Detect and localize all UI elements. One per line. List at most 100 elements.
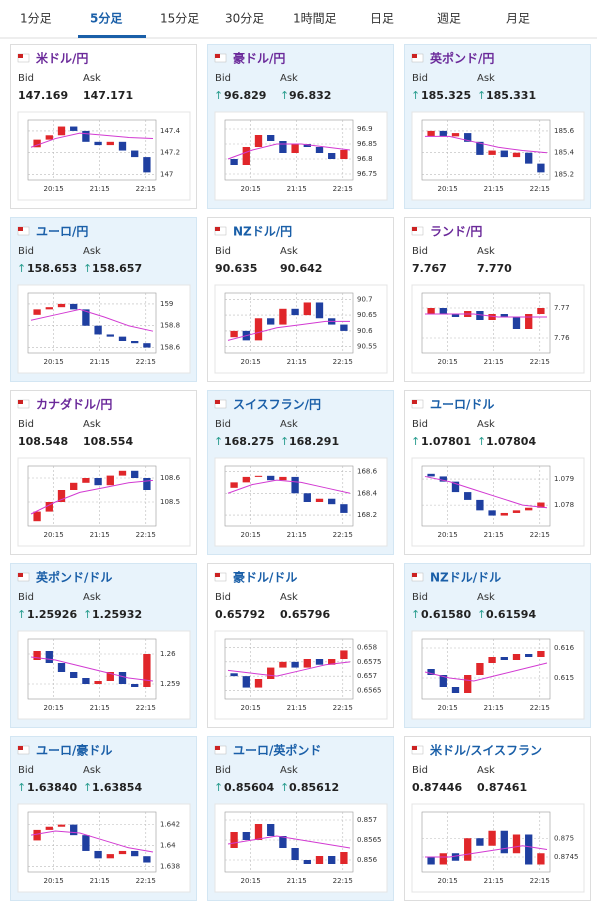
candle-body	[439, 130, 447, 137]
ask-value: 7.770	[477, 262, 512, 275]
ask-value: 158.657	[92, 262, 142, 275]
plot-frame	[27, 465, 157, 527]
pair-title[interactable]: 米ドル/スイスフラン	[430, 743, 542, 758]
candle-body	[328, 659, 336, 665]
candle-body	[328, 856, 336, 864]
bid-value: 0.85604	[224, 781, 274, 794]
candle-body	[106, 141, 114, 146]
tab[interactable]: 5分足	[90, 11, 122, 26]
flag	[412, 54, 417, 58]
ask-value: 0.61594	[486, 608, 536, 621]
plot-frame	[421, 292, 551, 354]
candle-body	[315, 498, 324, 502]
y-tick-label: 159	[160, 300, 173, 308]
plot-frame	[224, 465, 354, 527]
candle-body	[451, 481, 460, 493]
ask-label: Ask	[280, 246, 298, 257]
candle-body	[464, 838, 472, 861]
candle-body	[427, 473, 435, 477]
tab[interactable]: 1時間足	[293, 12, 337, 26]
x-tick-label: 21:15	[90, 358, 110, 366]
chart-box	[17, 284, 191, 374]
candle-body	[500, 657, 508, 660]
candle-body	[33, 511, 41, 522]
pair-title[interactable]: ランド/円	[430, 225, 482, 239]
pair-title[interactable]: NZドル/円	[233, 225, 292, 239]
bid-label: Bid	[18, 246, 34, 257]
bid-value: 185.325	[421, 89, 471, 102]
tab[interactable]: 月足	[506, 12, 530, 26]
tab[interactable]: 日足	[370, 12, 394, 26]
y-tick-label: 185.6	[554, 127, 575, 135]
flag	[18, 54, 23, 58]
x-tick-label: 20:15	[438, 531, 458, 539]
plot-frame	[27, 638, 157, 700]
tab[interactable]: 30分足	[225, 12, 264, 26]
y-tick-label: 90.7	[357, 295, 373, 303]
flag	[215, 573, 220, 577]
tab[interactable]: 週足	[437, 12, 461, 26]
ask-label: Ask	[280, 73, 298, 84]
bid-label: Bid	[412, 419, 428, 430]
tab[interactable]: 1分足	[20, 12, 52, 26]
candle-body	[70, 482, 78, 490]
candle-body	[451, 853, 460, 861]
candle-body	[525, 152, 533, 164]
candle-body	[500, 150, 508, 158]
pair-title[interactable]: NZドル/ドル	[430, 571, 501, 585]
chart-box	[17, 803, 191, 893]
y-tick-label: 0.6575	[357, 658, 382, 666]
pair-title[interactable]: 米ドル/円	[36, 51, 88, 66]
pair-title[interactable]: ユーロ/英ポンド	[233, 743, 321, 758]
pair-title[interactable]: ユーロ/円	[36, 225, 88, 239]
y-tick-label: 96.9	[357, 125, 373, 133]
candle-body	[303, 302, 311, 316]
pair-title[interactable]: 英ポンド/ドル	[36, 570, 112, 585]
candle-body	[340, 852, 348, 864]
pair-title[interactable]: ユーロ/ドル	[430, 398, 494, 412]
candle-body	[267, 318, 275, 325]
x-tick-label: 20:15	[44, 358, 64, 366]
x-tick-label: 22:15	[530, 358, 550, 366]
candle-body	[291, 308, 299, 316]
flag	[215, 746, 220, 750]
pair-title[interactable]: 豪ドル/ドル	[233, 570, 297, 585]
x-tick-label: 20:15	[241, 185, 261, 193]
candle-body	[279, 141, 287, 153]
candle-body	[267, 135, 275, 141]
y-tick-label: 96.75	[357, 170, 377, 178]
pair-title[interactable]: スイスフラン/円	[233, 398, 321, 412]
x-tick-label: 22:15	[333, 185, 353, 193]
candle-body	[57, 824, 66, 827]
moving-average	[227, 661, 351, 677]
tab[interactable]: 15分足	[160, 12, 199, 26]
ask-value: 90.642	[280, 262, 322, 275]
candle-body	[230, 330, 238, 338]
candle-body	[315, 302, 324, 319]
candle-body	[488, 510, 496, 516]
candle-body	[537, 163, 545, 173]
pair-title[interactable]: 豪ドル/円	[233, 51, 285, 66]
y-tick-label: 90.6	[357, 327, 373, 335]
y-tick-label: 0.615	[554, 674, 574, 682]
pair-title[interactable]: カナダドル/円	[36, 397, 112, 412]
pair-title[interactable]: 英ポンド/円	[430, 51, 494, 66]
pair-title[interactable]: ユーロ/豪ドル	[36, 743, 112, 758]
candle-body	[488, 657, 496, 663]
candle-body	[439, 308, 447, 314]
